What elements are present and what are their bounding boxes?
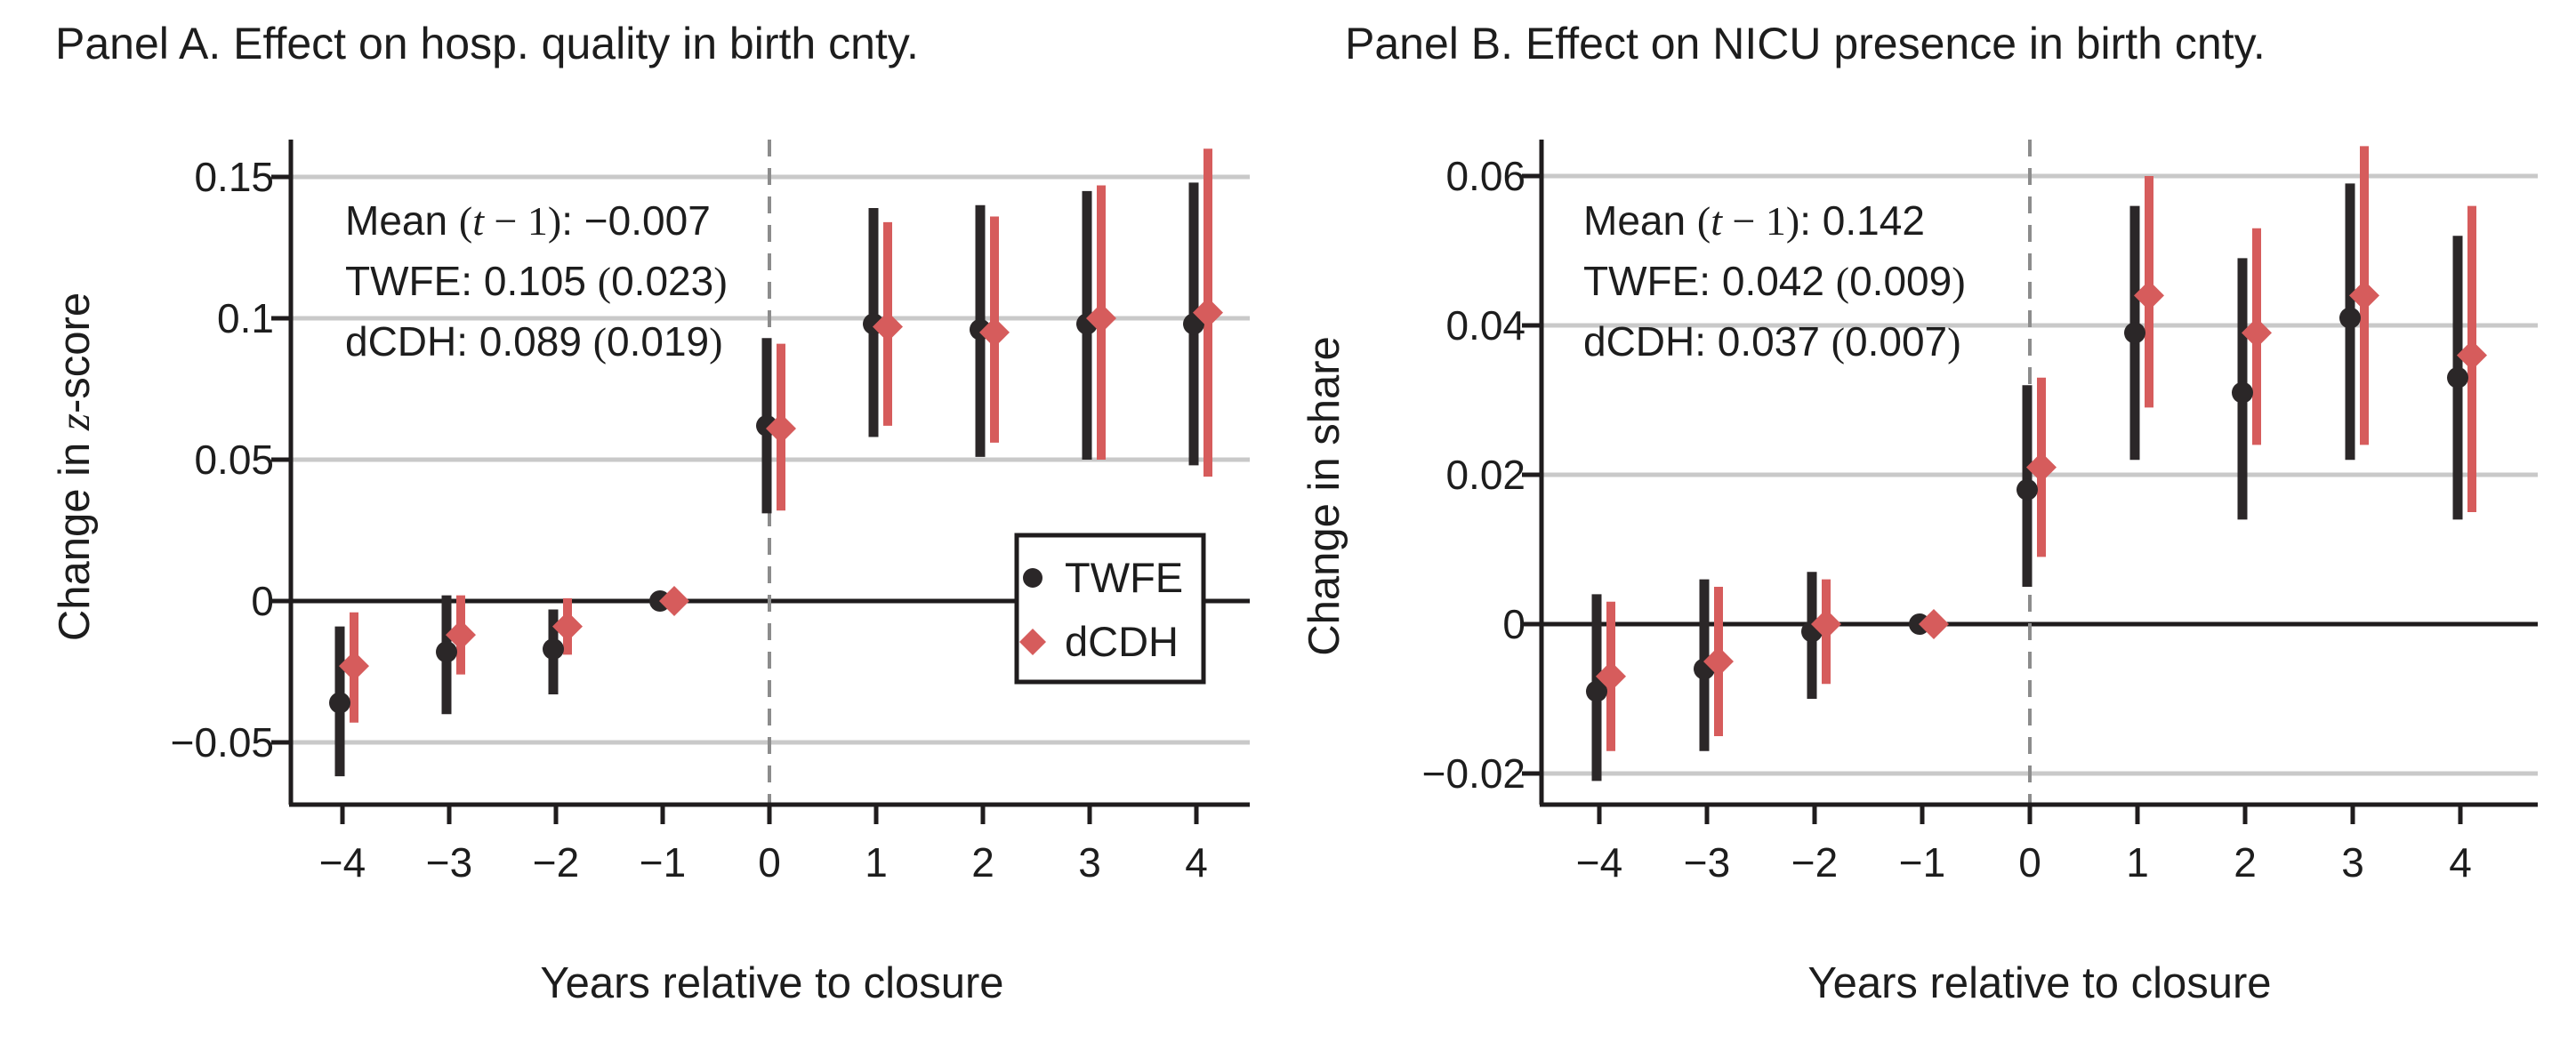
annotation-twfe-line: TWFE: 0.105 (0.023) xyxy=(345,258,728,304)
x-tick-label: 3 xyxy=(2341,839,2364,886)
legend-box xyxy=(1014,533,1206,685)
twfe-marker xyxy=(543,638,564,661)
panel-a-x-axis-label: Years relative to closure xyxy=(540,959,1003,1007)
twfe-marker xyxy=(436,641,457,663)
dcdh-marker xyxy=(446,620,476,651)
x-tick-label: 2 xyxy=(2234,839,2257,886)
dcdh-marker xyxy=(2349,280,2379,311)
x-tick-label: 0 xyxy=(2018,839,2041,886)
legend-dcdh-marker-icon xyxy=(1019,629,1046,655)
twfe-marker xyxy=(2124,322,2145,344)
y-tick-label: 0.04 xyxy=(1445,302,1525,349)
annotation-mean-line: Mean (t − 1): −0.007 xyxy=(345,197,711,244)
legend-label-dcdh: dCDH xyxy=(1065,618,1179,665)
annotation-mean-line: Mean (t − 1): 0.142 xyxy=(1583,197,1925,244)
x-tick-label: −4 xyxy=(319,839,366,886)
x-tick-label: 2 xyxy=(971,839,994,886)
x-tick-label: 0 xyxy=(758,839,781,886)
x-tick-label: 1 xyxy=(2126,839,2149,886)
x-tick-label: −2 xyxy=(533,839,579,886)
dcdh-marker xyxy=(2134,280,2164,311)
legend-label-twfe: TWFE xyxy=(1065,554,1183,601)
x-tick-label: −1 xyxy=(1899,839,1945,886)
panel-a-y-axis-label: Change in z-score xyxy=(50,293,99,641)
x-tick-label: −3 xyxy=(1684,839,1730,886)
dcdh-marker xyxy=(552,611,583,642)
dcdh-marker xyxy=(2457,340,2487,371)
panel-a-plot: Panel A. Effect on hosp. quality in birt… xyxy=(50,19,1250,1007)
y-tick-label: −0.02 xyxy=(1422,750,1525,797)
dcdh-marker xyxy=(1919,609,1949,639)
twfe-marker xyxy=(2339,307,2361,329)
dcdh-marker xyxy=(1811,609,1841,639)
annotation-dcdh-line: dCDH: 0.037 (0.007) xyxy=(1583,318,1960,365)
twfe-marker xyxy=(329,692,350,714)
dcdh-marker xyxy=(2242,317,2272,349)
x-tick-label: 4 xyxy=(1185,839,1208,886)
twfe-marker xyxy=(2232,381,2253,404)
x-tick-label: −1 xyxy=(640,839,686,886)
y-tick-label: 0.1 xyxy=(217,295,274,341)
panel-b-title: Panel B. Effect on NICU presence in birt… xyxy=(1345,19,2266,68)
y-tick-label: 0.05 xyxy=(194,437,274,483)
panel-a-title: Panel A. Effect on hosp. quality in birt… xyxy=(55,19,919,68)
y-tick-label: 0.15 xyxy=(194,154,274,200)
x-tick-label: 1 xyxy=(865,839,888,886)
dcdh-marker xyxy=(339,651,369,682)
panel-a-chart-area: 0.15 0.1 0.05 0 −0.05 −4 −3 −2 −1 0 1 2 3 4 Mean (t − … xyxy=(171,140,1250,886)
panel-b-x-axis-label: Years relative to closure xyxy=(1807,959,2271,1007)
panel-b-plot: Panel B. Effect on NICU presence in birt… xyxy=(1300,19,2538,1007)
y-tick-label: 0 xyxy=(1502,601,1525,647)
panel-b-y-axis-label: Change in share xyxy=(1300,336,1348,656)
x-tick-label: 3 xyxy=(1078,839,1101,886)
y-tick-label: 0.06 xyxy=(1445,153,1525,199)
legend-twfe-marker-icon xyxy=(1023,568,1042,588)
dcdh-marker xyxy=(1596,661,1626,692)
dcdh-marker xyxy=(1193,297,1223,328)
x-tick-label: −4 xyxy=(1576,839,1622,886)
annotation-twfe-line: TWFE: 0.042 (0.009) xyxy=(1583,258,1966,304)
dcdh-marker xyxy=(766,413,796,445)
panel-b-chart-area: 0.06 0.04 0.02 0 −0.02 −4 −3 −2 −1 0 1 2 3 4 Mean (t −… xyxy=(1422,140,2538,886)
dcdh-marker xyxy=(659,586,689,616)
dcdh-marker xyxy=(979,317,1010,348)
twfe-marker xyxy=(1586,680,1607,702)
x-tick-label: −2 xyxy=(1791,839,1838,886)
twfe-marker xyxy=(2017,478,2038,501)
y-tick-label: 0.02 xyxy=(1445,452,1525,498)
x-tick-label: 4 xyxy=(2449,839,2472,886)
dcdh-marker xyxy=(1703,646,1734,677)
dcdh-marker xyxy=(873,311,903,342)
legend: TWFE dCDH xyxy=(1014,533,1206,685)
y-tick-label: 0 xyxy=(251,578,274,624)
annotation-dcdh-line: dCDH: 0.089 (0.019) xyxy=(345,318,722,365)
dcdh-marker xyxy=(1086,303,1116,333)
twfe-marker xyxy=(2447,366,2468,389)
dcdh-marker xyxy=(2026,452,2057,483)
x-tick-label: −3 xyxy=(426,839,472,886)
y-tick-label: −0.05 xyxy=(171,719,274,765)
